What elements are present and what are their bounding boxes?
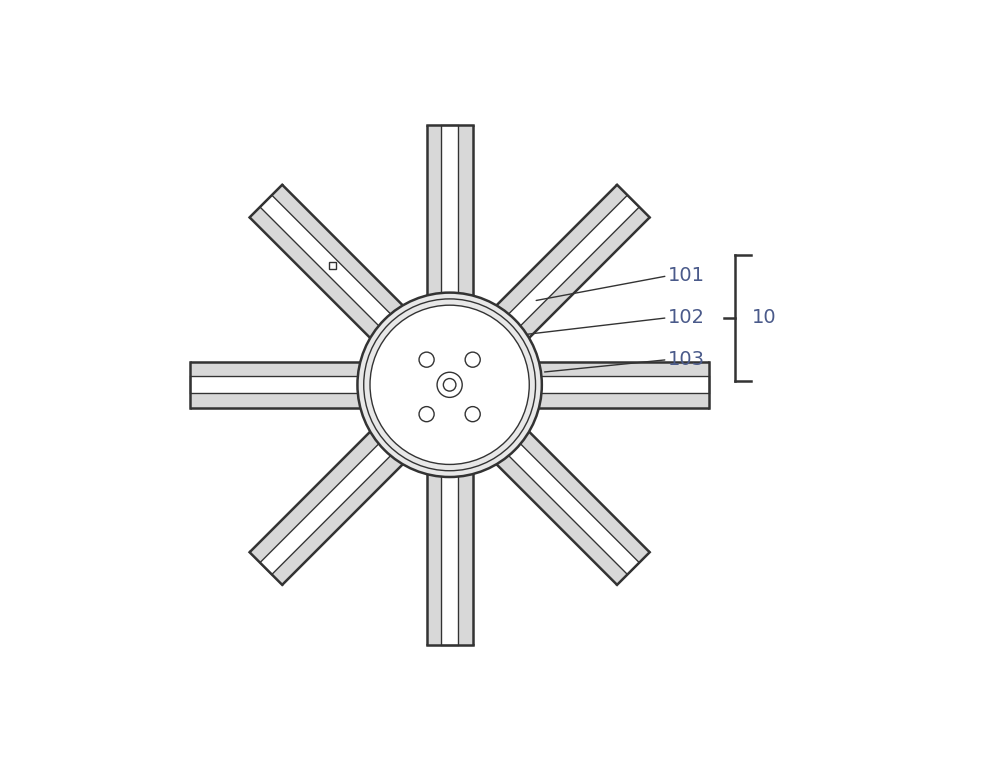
Polygon shape [528,376,709,393]
Circle shape [465,407,480,421]
Bar [329,261,336,269]
Text: 103: 103 [668,351,705,369]
Polygon shape [250,184,411,346]
Polygon shape [260,434,400,575]
Polygon shape [260,195,400,335]
Circle shape [465,352,480,367]
Polygon shape [427,125,473,306]
Polygon shape [441,125,458,306]
Polygon shape [441,463,458,645]
Circle shape [443,379,456,391]
Polygon shape [190,362,371,408]
Polygon shape [489,424,650,585]
Polygon shape [190,376,371,393]
Polygon shape [499,195,639,335]
Circle shape [370,305,529,465]
Polygon shape [499,434,639,575]
Text: 102: 102 [668,309,705,327]
Circle shape [437,373,462,398]
Polygon shape [427,463,473,645]
Polygon shape [250,424,411,585]
Polygon shape [489,184,650,346]
Circle shape [419,407,434,421]
Text: 10: 10 [751,309,776,327]
Circle shape [357,293,542,477]
Text: 101: 101 [668,267,705,285]
Circle shape [419,352,434,367]
Polygon shape [528,362,709,408]
